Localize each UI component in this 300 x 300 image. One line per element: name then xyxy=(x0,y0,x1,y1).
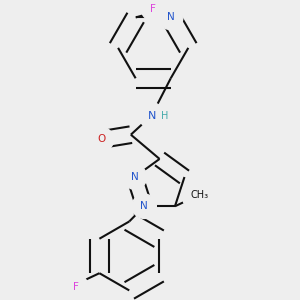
Text: F: F xyxy=(150,4,156,14)
Circle shape xyxy=(139,103,164,128)
Text: N: N xyxy=(140,201,148,211)
Text: N: N xyxy=(131,172,139,182)
Circle shape xyxy=(123,165,147,189)
Circle shape xyxy=(155,106,173,124)
Text: F: F xyxy=(73,282,79,292)
Text: N: N xyxy=(167,13,175,22)
Circle shape xyxy=(132,194,156,218)
Circle shape xyxy=(89,127,114,152)
Circle shape xyxy=(64,274,88,299)
Text: O: O xyxy=(98,134,106,145)
Circle shape xyxy=(141,0,165,21)
Text: N: N xyxy=(147,110,156,121)
Text: H: H xyxy=(161,110,168,121)
Circle shape xyxy=(159,5,183,30)
Text: CH₃: CH₃ xyxy=(190,190,208,200)
Circle shape xyxy=(182,177,217,212)
